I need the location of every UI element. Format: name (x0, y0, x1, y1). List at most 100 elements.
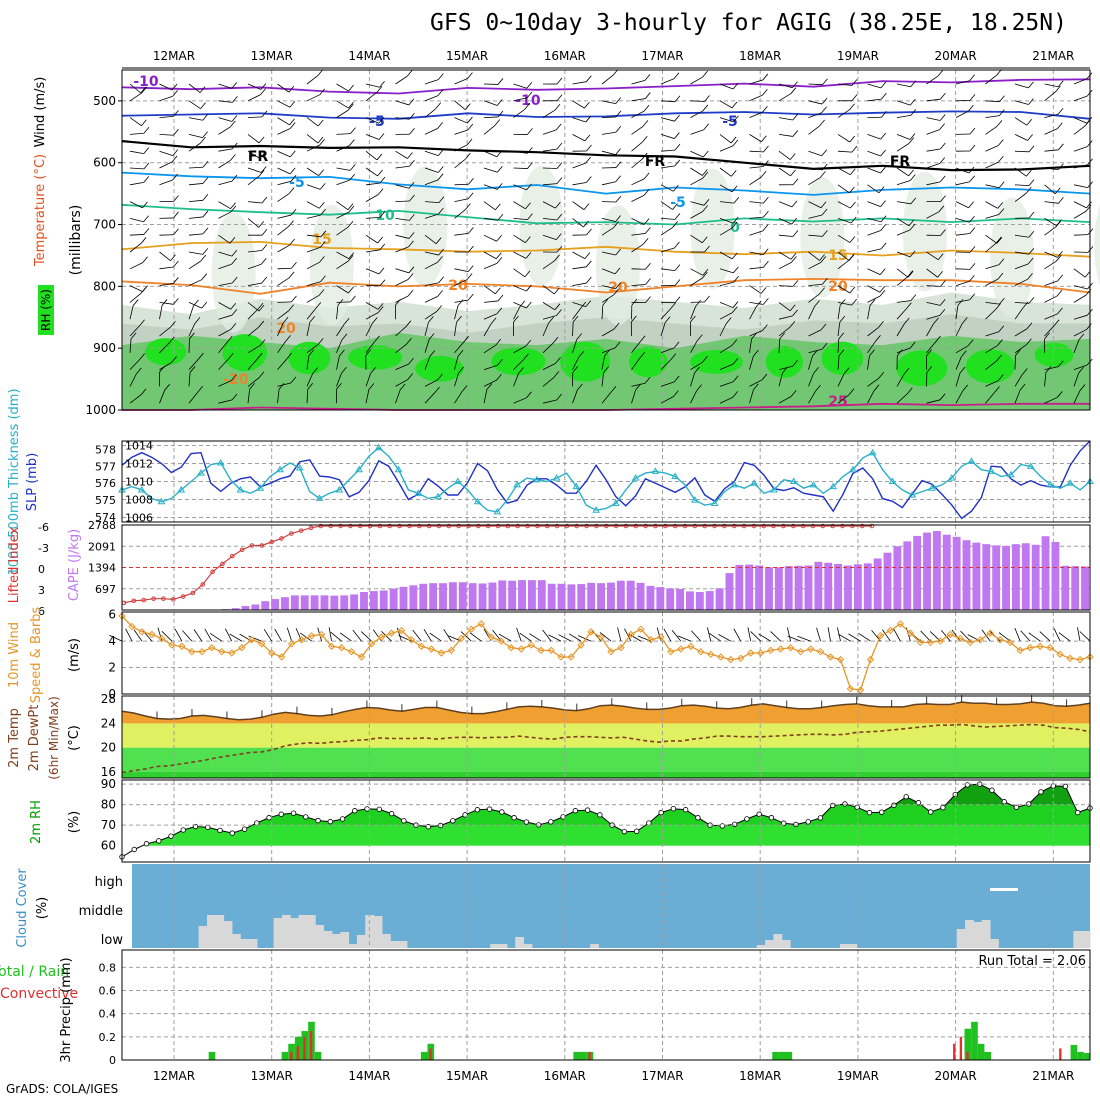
wind-barb-flag (434, 386, 440, 394)
precip-panel-bg (122, 950, 1090, 1060)
wind-barb (601, 392, 612, 404)
surface-wind-barb (797, 635, 811, 642)
wind-barb (985, 214, 1000, 219)
cape-bar (794, 565, 803, 610)
wind-barb (631, 178, 645, 186)
wind-barb-flag (969, 227, 976, 234)
wind-barb (1073, 234, 1089, 236)
wind-barb (837, 322, 841, 337)
wind-barb-flag (291, 295, 297, 303)
precip-convective-bar (953, 1043, 956, 1060)
wind-barb-flag (732, 216, 739, 224)
thickness-point (434, 492, 442, 500)
wind-barb (837, 234, 851, 243)
wind-barb-flag (670, 353, 677, 360)
wind-barb (306, 247, 321, 253)
cape-bar (695, 592, 704, 610)
temp-tick-label: 16 (101, 765, 116, 779)
wind-barb-flag (467, 72, 473, 79)
rh-point (339, 816, 346, 822)
surface-wind-barb (125, 628, 133, 642)
surface-wind-barb (827, 627, 831, 642)
wind-barb-flag (289, 167, 296, 175)
wind-barb-flag (813, 367, 819, 374)
rh-plume (403, 166, 448, 287)
wind-barb-flag (556, 393, 562, 401)
wind-barb-flag (172, 89, 179, 97)
wind-barb (483, 100, 498, 106)
cape-bar (942, 534, 951, 610)
wind-barb-flag (674, 241, 680, 249)
wind-barb-flag (789, 320, 796, 328)
rh-point (523, 819, 530, 825)
wind-barb (129, 285, 143, 293)
temperature-contour (121, 240, 1091, 258)
wind-barb-flag (731, 185, 738, 193)
cape-bar (567, 584, 576, 610)
wind-barb-flag (702, 271, 708, 279)
wind-barb (129, 373, 137, 387)
wind-barb (483, 218, 498, 221)
wind-barb-flag (230, 202, 236, 209)
wind-barb-flag (466, 273, 473, 280)
wind-barb (896, 218, 910, 227)
wind-barb (660, 165, 675, 169)
wind-barb (483, 389, 488, 404)
wind-barb-flag (613, 221, 620, 228)
wind-barb (159, 342, 170, 354)
wind-barb-flag (822, 230, 828, 237)
temperature-contour (121, 110, 1091, 120)
surface-wind-barb (718, 634, 731, 642)
wind-barb-flag (674, 159, 681, 167)
wind-barb-flag (230, 303, 237, 310)
wind-barb-flag (962, 384, 969, 392)
wind-barb-flag (850, 201, 856, 209)
wind-barb-flag (999, 109, 1005, 116)
wind-barb (778, 326, 791, 337)
wind-barb-flag (319, 138, 325, 146)
wind-barb-flag (379, 80, 385, 88)
rh-point (241, 826, 248, 832)
wind-barb (867, 377, 880, 387)
wind-barb (218, 263, 232, 270)
wind-barb (247, 389, 251, 404)
wind-barb (926, 251, 939, 261)
legend-wind: Wind (m/s) (33, 77, 48, 148)
wind-barb (631, 233, 646, 236)
wind-speed-point (567, 653, 575, 661)
wind-barb (247, 308, 259, 320)
cape-bar (389, 588, 398, 610)
wind-barb (867, 167, 881, 174)
wind-barb (660, 218, 675, 220)
wind-barb-flag (1028, 179, 1035, 186)
rh-point (266, 815, 272, 821)
wind-speed-point (507, 644, 515, 652)
wind-barb (896, 323, 905, 337)
wind-barb (719, 251, 733, 260)
wind-barb-flag (996, 120, 1003, 127)
wind-barb (749, 230, 763, 236)
lifted-index-tick-label: 6 (38, 605, 45, 618)
temp-axis-label-3: (6hr Min/Max) (47, 696, 61, 780)
wind-barb (129, 167, 144, 170)
wind-barb (513, 285, 527, 292)
wind-barb (985, 126, 998, 135)
wind-barb (985, 242, 997, 253)
wind-barb-flag (631, 315, 637, 323)
wind-barb-flag (341, 333, 348, 341)
wind-barb (277, 277, 290, 286)
date-label-bottom: 14MAR (348, 1069, 390, 1083)
thickness-point (1026, 462, 1035, 469)
wind-barb-flag (910, 174, 916, 181)
wind-barb (749, 338, 752, 353)
temp-tick-label: 20 (101, 741, 116, 755)
rh-point (499, 809, 505, 815)
wind-barb-flag (172, 149, 179, 156)
wind-barb-flag (1057, 251, 1063, 258)
cape-bar (705, 591, 714, 610)
thickness-point (809, 480, 818, 488)
wind-barb-flag (229, 154, 236, 161)
wind-barb (218, 399, 233, 404)
wind-barb (188, 391, 198, 404)
wind-barb-flag (586, 260, 592, 268)
